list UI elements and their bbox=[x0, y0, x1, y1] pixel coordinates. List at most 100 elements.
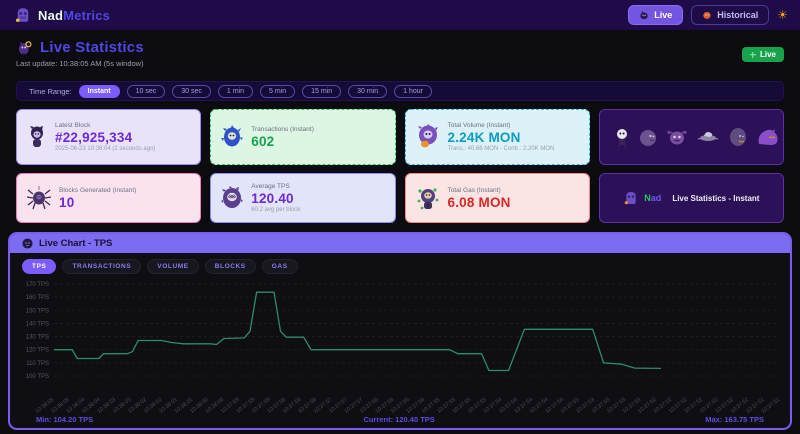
chart-header-creature-icon bbox=[22, 238, 33, 249]
svg-text:170 TPS: 170 TPS bbox=[26, 282, 49, 288]
chart-min-value: Min: 104.20 TPS bbox=[36, 415, 94, 424]
total-volume-card: Total Volume (Instant) 2.24K MON Trans.:… bbox=[404, 109, 590, 165]
brand-name: NadMetrics bbox=[38, 8, 110, 23]
chart-footer: Min: 104.20 TPS Current: 120.40 TPS Max:… bbox=[10, 414, 790, 428]
blocks-generated-label: Blocks Generated (Instant) bbox=[59, 186, 137, 194]
transactions-value: 602 bbox=[251, 133, 275, 149]
total-gas-label: Total Gas (Instant) bbox=[447, 186, 501, 194]
blocks-generated-card: Blocks Generated (Instant) 10 bbox=[16, 173, 202, 223]
live-creature-icon bbox=[639, 10, 649, 20]
creature-sprite-moth-icon bbox=[696, 130, 720, 144]
latest-block-label: Latest Block bbox=[55, 122, 91, 129]
total-gas-text: Total Gas (Instant) 6.08 MON bbox=[448, 187, 511, 210]
time-range-option-10sec[interactable]: 10 sec bbox=[126, 84, 166, 98]
live-button-label: Live bbox=[654, 10, 673, 20]
time-range-option-5min[interactable]: 5 min bbox=[259, 84, 296, 98]
average-tps-creature-icon bbox=[221, 186, 244, 210]
creature-sprite-round-icon bbox=[728, 126, 748, 148]
svg-text:100 TPS: 100 TPS bbox=[26, 374, 49, 380]
average-tps-label: Average TPS bbox=[251, 183, 290, 190]
brand: NadMetrics bbox=[14, 6, 110, 24]
total-volume-creature-icon bbox=[416, 124, 440, 150]
mini-brand-name: Nad bbox=[644, 193, 661, 203]
total-gas-value: 6.08 MON bbox=[447, 194, 511, 210]
brand-second: Metrics bbox=[63, 7, 111, 23]
svg-text:110 TPS: 110 TPS bbox=[26, 361, 49, 367]
time-range-label: Time Range: bbox=[29, 86, 72, 96]
sparkle-icon bbox=[750, 52, 756, 58]
svg-text:120 TPS: 120 TPS bbox=[26, 348, 49, 354]
time-range-option-30sec[interactable]: 30 sec bbox=[172, 84, 211, 98]
historical-button-label: Historical bbox=[717, 10, 759, 20]
mini-brand: Nad Live Statistics - Instant bbox=[623, 190, 759, 206]
total-volume-text: Total Volume (Instant) 2.24K MON Trans.:… bbox=[448, 122, 555, 152]
stats-grid: Latest Block #22,925,334 2025-06-23 10:3… bbox=[16, 109, 784, 223]
page-title: Live Statistics bbox=[40, 39, 144, 56]
live-status-badge: Live bbox=[741, 47, 784, 62]
header-actions: Live Historical ☀ bbox=[628, 5, 788, 25]
time-range-bar: Time Range: Instant 10 sec 30 sec 1 min … bbox=[16, 81, 784, 101]
average-tps-value: 120.40 bbox=[251, 191, 294, 206]
blocks-generated-spider-icon bbox=[27, 186, 51, 210]
average-tps-text: Average TPS 120.40 60.2 avg per block bbox=[251, 183, 300, 213]
blocks-generated-value: 10 bbox=[59, 194, 75, 210]
svg-text:140 TPS: 140 TPS bbox=[26, 321, 49, 327]
brand-first: Nad bbox=[38, 7, 64, 23]
creatures-card bbox=[598, 109, 784, 165]
transactions-card: Transactions (Instant) 602 bbox=[210, 109, 396, 165]
tab-volume[interactable]: VOLUME bbox=[147, 259, 199, 274]
app-header: NadMetrics Live Historical ☀ bbox=[0, 0, 800, 30]
branding-card: Nad Live Statistics - Instant bbox=[598, 173, 784, 223]
historical-creature-icon bbox=[702, 10, 712, 20]
transactions-creature-icon bbox=[221, 125, 244, 149]
tab-gas[interactable]: GAS bbox=[261, 259, 298, 274]
time-range-option-15min[interactable]: 15 min bbox=[302, 84, 342, 98]
brand-logo-icon bbox=[14, 6, 32, 24]
historical-button[interactable]: Historical bbox=[691, 5, 770, 25]
blocks-generated-text: Blocks Generated (Instant) 10 bbox=[59, 187, 136, 210]
chart-tabs: TPS TRANSACTIONS VOLUME BLOCKS GAS bbox=[10, 253, 790, 278]
latest-block-card: Latest Block #22,925,334 2025-06-23 10:3… bbox=[16, 109, 202, 165]
live-badge-label: Live bbox=[759, 50, 776, 59]
total-volume-value: 2.24K MON bbox=[447, 130, 521, 145]
latest-block-sub: 2025-06-23 10:38:04 (2 seconds ago) bbox=[55, 146, 156, 152]
latest-block-creature-icon bbox=[27, 125, 47, 149]
live-statistics-icon bbox=[16, 39, 33, 56]
creature-sprite-imp-icon bbox=[614, 126, 630, 148]
latest-block-text: Latest Block #22,925,334 2025-06-23 10:3… bbox=[55, 122, 155, 152]
total-volume-sub: Trans.: 40.66 MON - Contr.: 2.20K MON bbox=[447, 146, 555, 152]
theme-sun-icon[interactable]: ☀ bbox=[777, 8, 788, 22]
mini-brand-rest: ad bbox=[650, 193, 662, 203]
mini-brand-logo-icon bbox=[623, 190, 639, 206]
tab-blocks[interactable]: BLOCKS bbox=[204, 259, 256, 274]
transactions-label: Transactions (Instant) bbox=[251, 125, 314, 133]
time-range-option-30min[interactable]: 30 min bbox=[348, 84, 388, 98]
svg-text:150 TPS: 150 TPS bbox=[26, 308, 49, 314]
time-range-option-instant[interactable]: Instant bbox=[78, 84, 120, 98]
chart-title: Live Chart - TPS bbox=[39, 238, 113, 249]
tab-tps[interactable]: TPS bbox=[22, 259, 57, 274]
tab-transactions[interactable]: TRANSACTIONS bbox=[62, 259, 142, 274]
time-range-option-1min[interactable]: 1 min bbox=[217, 84, 253, 98]
svg-text:130 TPS: 130 TPS bbox=[26, 335, 49, 341]
latest-block-value: #22,925,334 bbox=[55, 130, 133, 145]
time-range-option-1hour[interactable]: 1 hour bbox=[394, 84, 432, 98]
chart-current-value: Current: 120.40 TPS bbox=[363, 415, 435, 424]
svg-text:160 TPS: 160 TPS bbox=[26, 295, 49, 301]
total-volume-label: Total Volume (Instant) bbox=[447, 122, 511, 129]
chart-header: Live Chart - TPS bbox=[10, 234, 790, 253]
tps-line-chart: 170 TPS 160 TPS 150 TPS 140 TPS 130 TPS 120 T… bbox=[26, 282, 781, 414]
creature-sprite-bat-icon bbox=[666, 128, 688, 146]
title-row: Live Statistics Live bbox=[16, 39, 784, 62]
last-update-text: Last update: 10:38:05 AM (5s window) bbox=[16, 59, 144, 68]
total-gas-creature-icon bbox=[416, 185, 440, 211]
mini-brand-n: N bbox=[644, 193, 651, 203]
transactions-text: Transactions (Instant) 602 bbox=[251, 126, 314, 149]
average-tps-card: Average TPS 120.40 60.2 avg per block bbox=[210, 173, 396, 223]
mini-brand-caption: Live Statistics - Instant bbox=[672, 193, 760, 203]
total-gas-card: Total Gas (Instant) 6.08 MON bbox=[404, 173, 590, 223]
live-button[interactable]: Live bbox=[628, 5, 684, 25]
creature-sprite-blob-icon bbox=[638, 127, 658, 147]
live-chart-section: Live Chart - TPS TPS TRANSACTIONS VOLUME… bbox=[8, 232, 792, 430]
chart-max-value: Max: 163.75 TPS bbox=[705, 415, 764, 424]
